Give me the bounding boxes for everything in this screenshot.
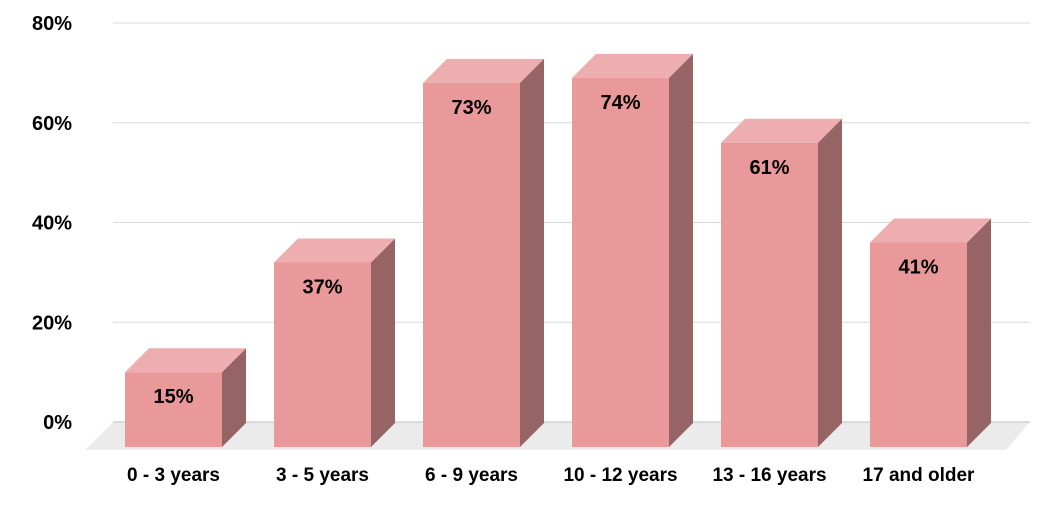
bar: 73% (423, 58, 544, 447)
bar-top-face (572, 53, 693, 78)
data-label: 61% (749, 157, 789, 179)
bars: 15% 37% 73% 74% 61% 41% (125, 53, 991, 448)
x-category-label: 10 - 12 years (563, 465, 677, 486)
bar-front-face (721, 142, 818, 447)
y-tick-label: 60% (32, 113, 72, 135)
bar-top-face (423, 58, 544, 83)
x-category-label: 0 - 3 years (127, 465, 220, 486)
x-category-label: 6 - 9 years (425, 465, 518, 486)
bar-front-face (572, 77, 669, 448)
data-label: 41% (898, 257, 938, 279)
y-tick-label: 0% (43, 412, 72, 434)
bar-top-face (870, 218, 991, 243)
bar: 37% (274, 238, 395, 447)
x-category-label: 3 - 5 years (276, 465, 369, 486)
bar-top-face (274, 238, 395, 263)
y-tick-label: 20% (32, 312, 72, 334)
x-category-label: 13 - 16 years (712, 465, 826, 486)
data-label: 37% (302, 276, 342, 298)
bar: 15% (125, 348, 246, 447)
bar: 41% (870, 218, 991, 447)
bar-side-face (222, 348, 246, 447)
y-axis-ticks: 0% 20% 40% 60% 80% (32, 13, 72, 434)
bar-side-face (818, 118, 842, 447)
y-tick-label: 40% (32, 213, 72, 235)
bar-top-face (125, 348, 246, 373)
data-label: 74% (600, 92, 640, 114)
data-label: 73% (451, 97, 491, 119)
bar: 61% (721, 118, 842, 447)
x-axis-categories: 0 - 3 years 3 - 5 years 6 - 9 years 10 - 12… (127, 465, 975, 486)
bar-side-face (669, 53, 693, 448)
x-category-label: 17 and older (863, 465, 976, 486)
bar: 74% (572, 53, 693, 448)
bar-front-face (274, 262, 371, 447)
bar-side-face (371, 238, 395, 447)
bar-side-face (520, 58, 544, 447)
bar-side-face (967, 218, 991, 447)
bar-front-face (870, 242, 967, 447)
bar-front-face (125, 372, 222, 447)
y-tick-label: 80% (32, 13, 72, 35)
data-label: 15% (153, 386, 193, 408)
bar-front-face (423, 82, 520, 447)
bar-top-face (721, 118, 842, 143)
